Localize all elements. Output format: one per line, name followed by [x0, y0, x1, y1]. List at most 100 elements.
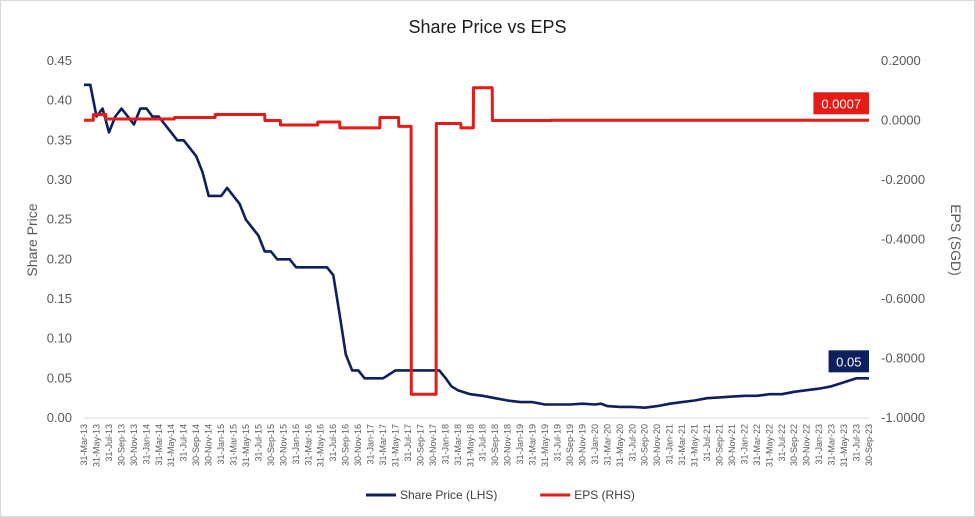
legend-label: Share Price (LHS) — [400, 488, 497, 502]
x-tick-label: 31-Mar-22 — [752, 424, 762, 466]
x-tick-label: 31-Mar-20 — [602, 424, 612, 466]
x-tick-label: 31-Mar-14 — [154, 424, 164, 466]
x-tick-label: 30-Nov-17 — [428, 424, 438, 466]
x-tick-label: 31-Jan-21 — [665, 424, 675, 465]
x-tick-label: 31-Mar-16 — [303, 424, 313, 466]
x-tick-label: 30-Sep-15 — [266, 424, 276, 466]
x-tick-label: 30-Sep-16 — [341, 424, 351, 466]
x-tick-label: 30-Nov-13 — [129, 424, 139, 466]
x-axis-ticks: 31-Mar-13 31-May-13 31-Jul-13 30-Sep-13 30-N… — [79, 424, 874, 467]
x-tick-label: 31-Jul-14 — [179, 424, 189, 462]
x-tick-label: 30-Nov-20 — [652, 424, 662, 466]
x-tick-label: 31-Mar-13 — [79, 424, 89, 466]
x-tick-label: 30-Sep-21 — [714, 424, 724, 466]
share-price-series-line — [84, 83, 869, 410]
data-label: 0.0007 — [821, 96, 861, 111]
x-tick-label: 31-Mar-15 — [229, 424, 239, 466]
right-tick-label: -1.0000 — [881, 410, 925, 425]
x-tick-label: 31-Jan-23 — [814, 424, 824, 465]
x-tick-label: 30-Sep-22 — [789, 424, 799, 466]
x-tick-label: 31-Jan-18 — [440, 424, 450, 465]
x-tick-label: 31-Mar-21 — [677, 424, 687, 466]
x-tick-label: 31-Jan-14 — [141, 424, 151, 465]
x-tick-label: 31-Jul-15 — [253, 424, 263, 462]
x-tick-label: 31-Jul-21 — [702, 424, 712, 462]
x-tick-label: 31-May-21 — [690, 424, 700, 467]
x-tick-label: 31-Jan-17 — [366, 424, 376, 465]
annotations-group: 0.0007 0.05 — [813, 92, 869, 373]
x-tick-label: 31-Jul-19 — [552, 424, 562, 462]
x-tick-label: 30-Sep-23 — [864, 424, 874, 466]
left-tick-label: 0.05 — [47, 370, 72, 385]
right-tick-label: 0.2000 — [881, 53, 921, 68]
right-tick-label: 0.0000 — [881, 113, 921, 128]
right-tick-label: -0.6000 — [881, 291, 925, 306]
x-tick-label: 31-Jan-20 — [590, 424, 600, 465]
x-tick-label: 31-Jan-22 — [739, 424, 749, 465]
x-tick-label: 31-May-23 — [839, 424, 849, 467]
x-tick-label: 31-May-22 — [764, 424, 774, 467]
x-tick-label: 30-Nov-21 — [727, 424, 737, 466]
right-tick-label: -0.4000 — [881, 232, 925, 247]
x-tick-label: 31-Jul-16 — [328, 424, 338, 462]
left-tick-label: 0.40 — [47, 93, 72, 108]
legend-label: EPS (RHS) — [574, 488, 635, 502]
x-tick-label: 30-Sep-18 — [490, 424, 500, 466]
legend: Share Price (LHS) EPS (RHS) — [366, 488, 635, 502]
x-tick-label: 31-Mar-18 — [453, 424, 463, 466]
x-tick-label: 30-Nov-15 — [278, 424, 288, 466]
chart-title: Share Price vs EPS — [408, 17, 567, 37]
x-tick-label: 30-Sep-20 — [640, 424, 650, 466]
x-tick-label: 31-Jul-18 — [478, 424, 488, 462]
left-tick-label: 0.15 — [47, 291, 72, 306]
left-tick-label: 0.20 — [47, 251, 72, 266]
left-tick-label: 0.35 — [47, 132, 72, 147]
x-tick-label: 30-Sep-13 — [116, 424, 126, 466]
eps-series-line — [84, 86, 869, 396]
left-tick-label: 0.10 — [47, 331, 72, 346]
x-tick-label: 31-Jul-20 — [627, 424, 637, 462]
x-tick-label: 31-May-13 — [91, 424, 101, 467]
left-tick-label: 0.45 — [47, 53, 72, 68]
x-tick-label: 30-Sep-14 — [191, 424, 201, 466]
series-group — [84, 83, 869, 410]
x-tick-label: 31-May-16 — [316, 424, 326, 467]
x-tick-label: 30-Nov-14 — [204, 424, 214, 466]
left-tick-label: 0.25 — [47, 212, 72, 227]
x-tick-label: 31-Jul-17 — [403, 424, 413, 462]
x-tick-label: 30-Nov-18 — [503, 424, 513, 466]
x-tick-label: 31-May-18 — [465, 424, 475, 467]
right-tick-label: -0.2000 — [881, 172, 925, 187]
x-tick-label: 31-May-17 — [391, 424, 401, 467]
x-tick-label: 31-May-14 — [166, 424, 176, 467]
x-tick-label: 30-Nov-19 — [577, 424, 587, 466]
y2-axis-title: EPS (SGD) — [948, 204, 964, 276]
x-tick-label: 31-Jul-23 — [852, 424, 862, 462]
x-tick-label: 31-Mar-19 — [528, 424, 538, 466]
data-label-box — [828, 350, 869, 373]
x-tick-label: 31-May-19 — [540, 424, 550, 467]
x-tick-label: 31-Mar-23 — [827, 424, 837, 466]
x-tick-label: 30-Nov-16 — [353, 424, 363, 466]
x-tick-label: 31-Mar-17 — [378, 424, 388, 466]
data-label: 0.05 — [836, 354, 861, 369]
y-axis-title: Share Price — [24, 203, 40, 276]
x-tick-label: 30-Nov-22 — [802, 424, 812, 466]
left-tick-label: 0.30 — [47, 172, 72, 187]
x-tick-label: 30-Sep-17 — [415, 424, 425, 466]
x-tick-label: 31-Jul-13 — [104, 424, 114, 462]
right-tick-label: -0.8000 — [881, 351, 925, 366]
x-tick-label: 31-May-20 — [615, 424, 625, 467]
x-tick-label: 31-Jul-22 — [777, 424, 787, 462]
x-tick-label: 31-Jan-16 — [291, 424, 301, 465]
x-tick-label: 31-Jan-19 — [515, 424, 525, 465]
x-tick-label: 30-Sep-19 — [565, 424, 575, 466]
left-axis-ticks: 0.00 0.05 0.10 0.15 0.20 0.25 0.30 0.35 0.40 0.45 — [47, 53, 72, 425]
x-tick-label: 31-May-15 — [241, 424, 251, 467]
x-tick-label: 31-Jan-15 — [216, 424, 226, 465]
left-tick-label: 0.00 — [47, 410, 72, 425]
right-axis-ticks: -1.0000 -0.8000 -0.6000 -0.4000 -0.2000 0.000… — [881, 53, 925, 425]
data-label-box — [813, 92, 869, 115]
